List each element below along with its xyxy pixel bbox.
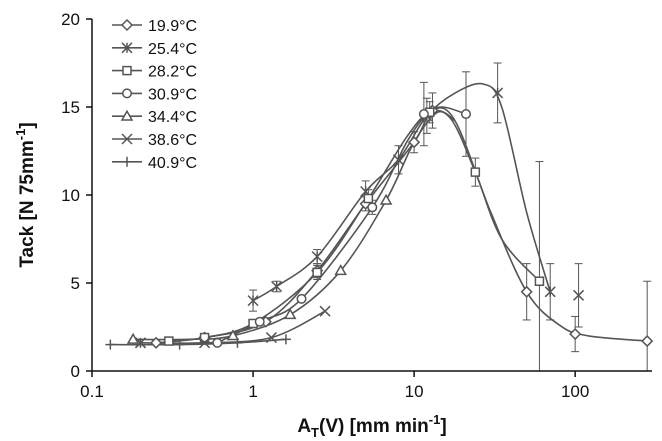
x-axis-title: AT(V) [mm min-1]	[297, 412, 446, 440]
legend-item: 30.9°C	[112, 86, 197, 103]
legend-item: 25.4°C	[112, 41, 197, 58]
series-7-point	[105, 339, 116, 350]
series-3-point	[199, 332, 210, 343]
series-7-point	[280, 334, 291, 345]
y-tick-label: 0	[71, 362, 80, 381]
series-1-point	[569, 327, 582, 341]
series-1-point	[150, 336, 163, 349]
series-1-point	[408, 136, 421, 149]
x-tick-label: 100	[561, 382, 589, 401]
y-tick-label: 20	[61, 10, 80, 29]
y-axis-title: Tack [N 75mm-1]	[13, 122, 38, 267]
series-5-point	[226, 329, 240, 341]
series-4-point	[254, 316, 265, 327]
series-2-point	[544, 286, 556, 298]
series-3-point	[534, 276, 545, 286]
legend-label: 19.9°C	[148, 18, 197, 35]
series-5-point	[283, 308, 297, 320]
y-tick-label: 5	[71, 274, 80, 293]
series-4-point	[460, 109, 471, 120]
series-5-point	[379, 193, 393, 205]
legend-item: 19.9°C	[112, 18, 197, 35]
series-2-point	[247, 295, 259, 307]
series-2-point	[311, 251, 323, 263]
series-1-point	[641, 335, 654, 348]
x-tick-label: 0.1	[80, 382, 104, 401]
legend-label: 34.4°C	[148, 109, 197, 126]
series-4-point	[367, 202, 378, 213]
series-7-point	[232, 337, 243, 348]
x-ticks: 0.1 1 10 100	[80, 371, 589, 401]
legend-item: 38.6°C	[112, 132, 197, 149]
legend-label: 40.9°C	[148, 155, 197, 172]
legend-item: 34.4°C	[112, 109, 197, 126]
x-tick-label: 1	[248, 382, 257, 401]
series-4-point	[212, 337, 223, 348]
series-6-point	[134, 337, 147, 349]
series-5-point	[334, 264, 347, 276]
series-2-point	[271, 280, 283, 293]
series-3-point	[164, 336, 174, 346]
series-6-point	[199, 337, 211, 349]
series-7-point	[174, 339, 185, 350]
series-3-point	[470, 167, 481, 177]
series-6-point	[265, 332, 277, 344]
y-tick-label: 10	[61, 186, 80, 205]
series-1-point	[520, 285, 533, 298]
legend-label: 25.4°C	[148, 41, 197, 58]
series-2-point	[392, 154, 405, 166]
series-3-curve	[168, 109, 540, 342]
series-3-point	[363, 193, 374, 204]
series-2-point	[492, 87, 504, 99]
x-tick-label: 10	[405, 382, 424, 401]
data-markers	[105, 87, 654, 350]
series-6-point	[319, 305, 331, 317]
series-1-error-bar	[643, 280, 652, 372]
legend-label: 38.6°C	[148, 132, 197, 149]
y-ticks: 0 5 10 15 20	[61, 10, 92, 381]
series-2-curve	[252, 82, 551, 302]
y-tick-label: 15	[61, 98, 80, 117]
series-6-point	[573, 289, 585, 301]
legend-item: 40.9°C	[112, 155, 197, 172]
legend-label: 28.2°C	[148, 64, 197, 81]
series-4-point	[418, 109, 429, 120]
legend-item: 28.2°C	[112, 64, 197, 81]
legend-label: 30.9°C	[148, 86, 197, 103]
series-4-point	[296, 293, 307, 304]
series-3-point	[312, 267, 322, 278]
legend: 19.9°C 25.4°C 28.2°C 30.9°C 34.4°C 38.6°C 40.9…	[112, 18, 197, 172]
